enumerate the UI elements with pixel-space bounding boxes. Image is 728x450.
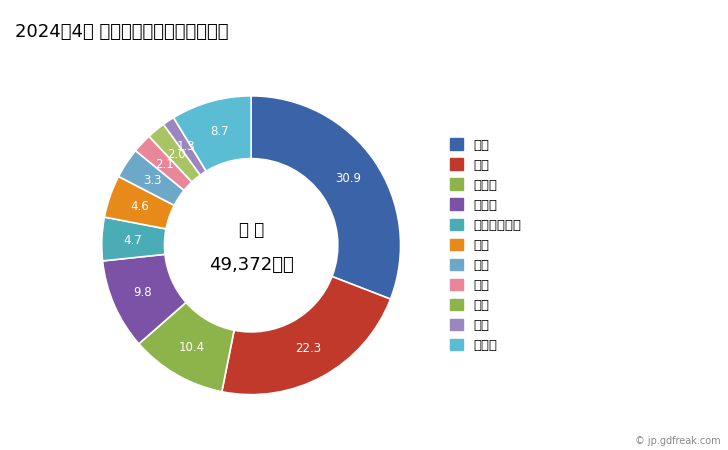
Wedge shape [251,96,400,299]
Wedge shape [103,254,186,344]
Wedge shape [149,124,200,182]
Text: 9.8: 9.8 [134,286,152,299]
Wedge shape [135,136,192,190]
Text: 2.1: 2.1 [156,158,174,171]
Wedge shape [119,151,184,205]
Legend: 米国, 中国, ドイツ, インド, シンガポール, タイ, 台湾, 香港, 韓国, 英国, その他: 米国, 中国, ドイツ, インド, シンガポール, タイ, 台湾, 香港, 韓国… [445,133,527,357]
Wedge shape [139,302,234,392]
Text: © jp.gdfreak.com: © jp.gdfreak.com [635,436,721,446]
Text: 10.4: 10.4 [179,341,205,354]
Text: 総 額: 総 額 [239,221,264,239]
Text: 22.3: 22.3 [295,342,321,355]
Wedge shape [102,217,166,261]
Text: 1.3: 1.3 [176,140,195,153]
Text: 49,372万円: 49,372万円 [209,256,293,274]
Text: 8.7: 8.7 [210,125,229,138]
Text: 4.7: 4.7 [124,234,143,247]
Text: 4.6: 4.6 [130,200,149,213]
Text: 3.3: 3.3 [143,174,162,187]
Wedge shape [163,117,206,175]
Text: 30.9: 30.9 [336,172,362,185]
Text: 2.0: 2.0 [167,148,186,161]
Wedge shape [173,96,251,171]
Wedge shape [222,276,390,395]
Text: 2024年4月 輸出相手国のシェア（％）: 2024年4月 輸出相手国のシェア（％） [15,22,228,40]
Wedge shape [104,176,174,229]
